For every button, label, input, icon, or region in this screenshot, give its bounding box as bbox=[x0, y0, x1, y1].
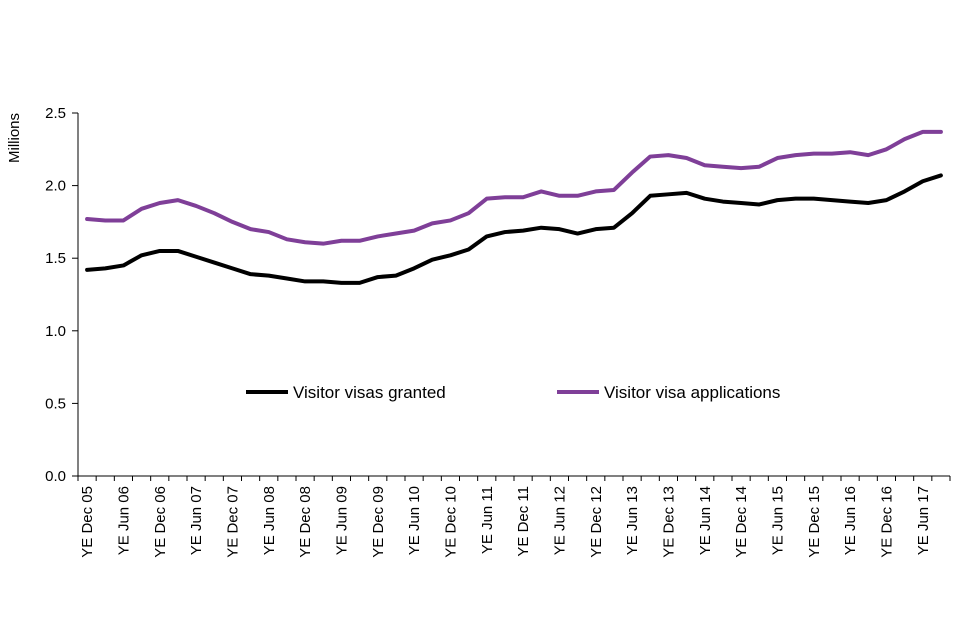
x-tick-label: YE Jun 08 bbox=[261, 486, 278, 555]
x-tick-label: YE Dec 11 bbox=[515, 486, 532, 557]
legend-label-applications: Visitor visa applications bbox=[604, 383, 780, 402]
x-tick-label: YE Dec 15 bbox=[806, 486, 823, 558]
x-tick-label: YE Dec 16 bbox=[878, 486, 895, 558]
y-axis-title: Millions bbox=[6, 113, 23, 163]
y-tick-label: 2.0 bbox=[45, 178, 66, 195]
x-tick-label: YE Dec 08 bbox=[297, 486, 314, 558]
legend-label-granted: Visitor visas granted bbox=[293, 383, 446, 402]
y-tick-label: 1.0 bbox=[45, 323, 66, 340]
series-lines bbox=[85, 129, 943, 285]
x-tick-label: YE Jun 14 bbox=[697, 486, 714, 555]
series-line-granted bbox=[85, 173, 943, 285]
x-tick-label: YE Jun 17 bbox=[915, 486, 932, 555]
x-tick-label: YE Jun 09 bbox=[333, 486, 350, 555]
x-tick-label: YE Dec 09 bbox=[370, 486, 387, 558]
x-tick-label: YE Dec 07 bbox=[224, 486, 241, 558]
x-tick-label: YE Dec 10 bbox=[442, 486, 459, 558]
y-axis: 0.0 0.5 1.0 1.5 2.0 2.5 bbox=[45, 105, 79, 485]
x-tick-label: YE Dec 14 bbox=[733, 486, 750, 558]
x-tick-label: YE Jun 06 bbox=[115, 486, 132, 555]
y-tick-label: 0.5 bbox=[45, 395, 66, 412]
x-axis: YE Dec 05 YE Jun 06 YE Dec 06 YE Jun 07 YE D… bbox=[77, 475, 951, 558]
x-tick-label: YE Dec 06 bbox=[152, 486, 169, 558]
x-tick-label: YE Jun 12 bbox=[551, 486, 568, 555]
x-tick-label: YE Dec 13 bbox=[660, 486, 677, 558]
y-tick-label: 1.5 bbox=[45, 250, 66, 267]
legend: Visitor visas granted Visitor visa appli… bbox=[246, 383, 780, 402]
x-tick-label: YE Dec 05 bbox=[79, 486, 96, 558]
x-tick-label: YE Jun 15 bbox=[769, 486, 786, 555]
plot-area: Millions 0.00.51.01.52.02.5 YE Dec 05 YE … bbox=[6, 105, 951, 558]
x-tick-label: YE Dec 12 bbox=[588, 486, 605, 558]
series-line-applications bbox=[85, 129, 943, 246]
x-tick-label: YE Jun 11 bbox=[479, 486, 496, 554]
x-tick-label: YE Jun 10 bbox=[406, 486, 423, 555]
y-tick-label: 2.5 bbox=[45, 105, 66, 122]
x-tick-label: YE Jun 07 bbox=[188, 486, 205, 555]
x-tick-label: YE Jun 16 bbox=[842, 486, 859, 555]
y-tick-label: 0.0 bbox=[45, 468, 66, 485]
x-tick-label: YE Jun 13 bbox=[624, 486, 641, 555]
